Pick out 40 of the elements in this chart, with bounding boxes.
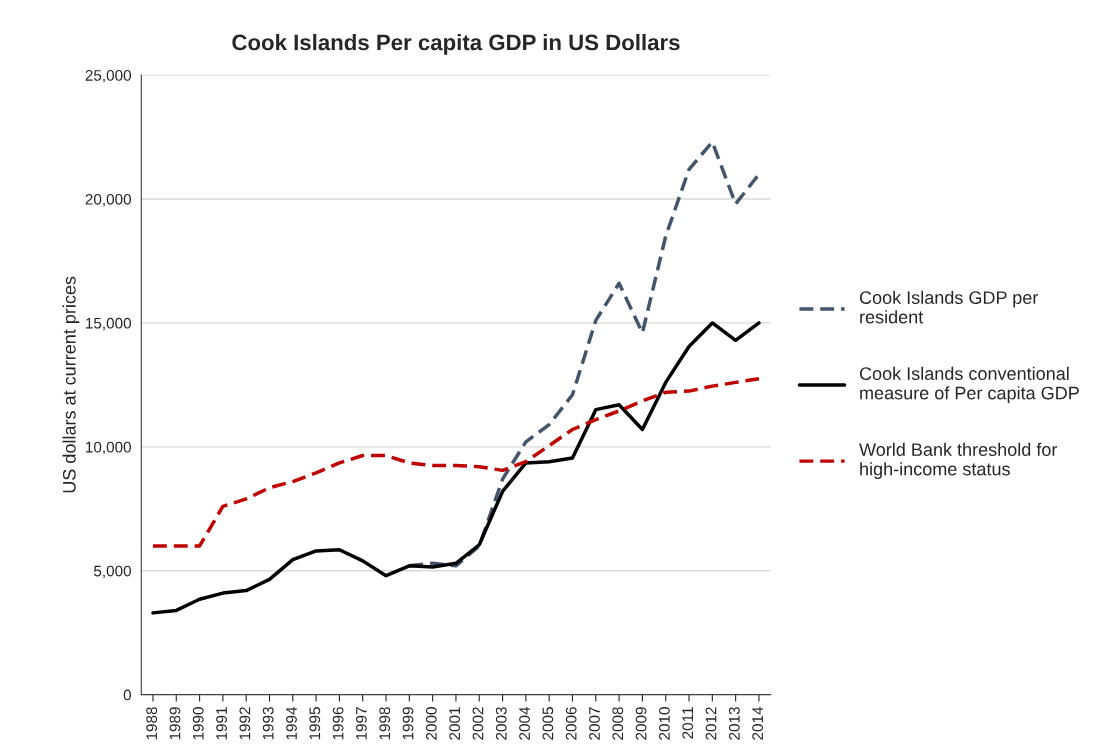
legend-label: World Bank threshold for high-income status [859, 442, 1058, 480]
x-tick-label: 1991 [216, 707, 227, 740]
x-tick-label: 1995 [309, 707, 321, 740]
x-tick-label: 2002 [472, 707, 484, 740]
y-axis-title: US dollars at current prices [62, 276, 80, 493]
x-tick-label: 1998 [379, 707, 391, 740]
x-tick-label: 1992 [239, 707, 251, 740]
x-tick-label: 1999 [402, 707, 414, 740]
x-tick-label: 1990 [192, 707, 204, 740]
x-tick-label: 1994 [286, 706, 297, 740]
y-tick-label: 10,000 [86, 441, 131, 455]
x-tick-label: 2001 [449, 707, 461, 740]
x-tick-label: 1997 [356, 707, 367, 740]
x-tick-label: 2012 [705, 707, 717, 740]
x-tick-label: 1989 [169, 707, 181, 740]
x-tick-label: 2007 [589, 707, 600, 740]
x-tick-label: 2008 [612, 707, 624, 740]
x-tick-label: 2010 [658, 707, 670, 740]
x-tick-label: 2003 [495, 707, 507, 740]
x-tick-label: 2013 [728, 707, 740, 740]
x-tick-label: 2006 [565, 707, 577, 740]
x-tick-label: 2011 [682, 707, 694, 739]
legend-label: Cook Islands GDP per resident [859, 290, 1039, 324]
line-series [151, 321, 761, 615]
x-tick-label: 2000 [425, 707, 437, 740]
x-tick-label: 2005 [542, 707, 554, 740]
x-tick-label: 1996 [332, 707, 344, 740]
y-tick-label: 15,000 [86, 317, 131, 331]
x-tick-label: 1993 [262, 707, 274, 740]
x-tick-label: 1988 [146, 707, 158, 740]
x-tick-label: 2014 [752, 706, 764, 740]
line-series [151, 376, 761, 548]
x-tick-label: 2009 [635, 707, 647, 740]
y-tick-label: 5,000 [93, 565, 131, 579]
legend-label: Cook Islands conventional measure of Per capita GDP [859, 366, 1079, 404]
y-tick-label: 25,000 [85, 69, 131, 83]
y-tick-label: 0 [123, 689, 131, 701]
y-tick-label: 20,000 [85, 193, 131, 207]
chart-title: Cook Islands Per capita GDP in US Dollars [232, 34, 680, 55]
x-tick-label: 2004 [519, 706, 530, 740]
